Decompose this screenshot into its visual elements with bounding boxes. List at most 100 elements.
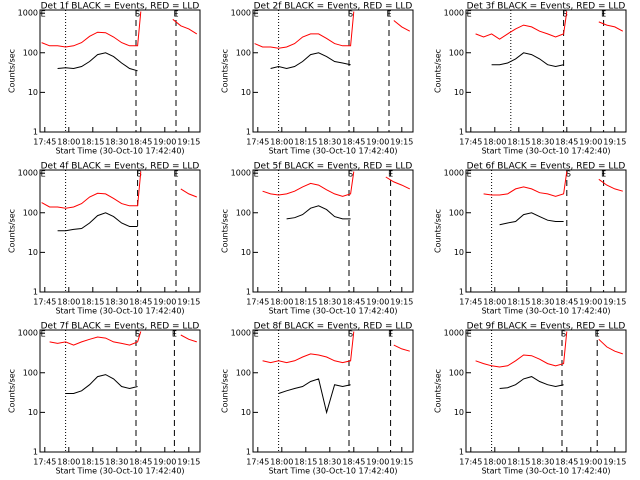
annotation: S: [348, 330, 353, 339]
y-tick-label: 1: [459, 448, 464, 457]
x-tick-label: 17:45: [246, 298, 269, 307]
series-line: [49, 331, 197, 346]
x-tick-label: 17:45: [459, 298, 482, 307]
x-tick-label: 17:45: [246, 458, 269, 467]
annotation: E: [467, 170, 472, 179]
x-tick-label: 18:45: [342, 458, 365, 467]
y-tick-label: 1: [459, 288, 464, 297]
y-tick-label: 1000: [231, 329, 251, 338]
x-tick-label: 18:00: [483, 458, 506, 467]
x-tick-label: 19:00: [366, 138, 389, 147]
x-tick-label: 18:00: [57, 458, 80, 467]
y-tick-label: 1: [33, 288, 38, 297]
annotation: S: [348, 10, 353, 19]
annotation: S: [137, 170, 142, 179]
panel: Det 2f BLACK = Events, RED = LLD Start Ti…: [221, 2, 414, 156]
x-tick-label: 18:00: [270, 298, 293, 307]
x-tick-label: 17:45: [246, 138, 269, 147]
y-axis-label: Counts/sec: [434, 49, 443, 93]
annotation: E: [254, 330, 259, 339]
x-tick-label: 18:45: [129, 458, 152, 467]
x-tick-label: 19:00: [579, 458, 602, 467]
x-axis-label: Start Time (30-Oct-10 17:42:40): [481, 147, 610, 156]
x-tick-label: 18:00: [483, 138, 506, 147]
x-tick-label: 18:45: [555, 138, 578, 147]
x-tick-label: 19:00: [153, 298, 176, 307]
x-tick-label: 19:15: [177, 298, 200, 307]
panel: Det 8f BLACK = Events, RED = LLD Start Ti…: [221, 322, 414, 476]
x-tick-label: 18:45: [342, 298, 365, 307]
plot-frame: [252, 169, 414, 293]
plot-frame: [252, 329, 414, 453]
x-axis-label: Start Time (30-Oct-10 17:42:40): [55, 467, 184, 476]
y-tick-label: 100: [23, 368, 38, 377]
annotation: S: [566, 170, 571, 179]
x-tick-label: 19:15: [390, 298, 413, 307]
x-tick-label: 18:00: [483, 298, 506, 307]
y-tick-label: 1: [246, 448, 251, 457]
series-line: [499, 212, 564, 226]
annotation: E: [172, 330, 177, 339]
annotation: E: [41, 10, 46, 19]
annotation: E: [173, 10, 178, 19]
annotation: E: [41, 330, 46, 339]
x-tick-label: 19:00: [579, 138, 602, 147]
series-line: [41, 171, 197, 209]
x-tick-label: 18:15: [294, 138, 317, 147]
annotation: S: [563, 10, 568, 19]
panel: Det 9f BLACK = Events, RED = LLD Start Ti…: [434, 322, 627, 476]
y-tick-label: 10: [241, 248, 251, 257]
annotation: E: [601, 170, 606, 179]
x-axis-label: Start Time (30-Oct-10 17:42:40): [268, 147, 397, 156]
x-tick-label: 19:15: [603, 298, 626, 307]
series-line: [491, 52, 564, 68]
x-tick-label: 18:00: [57, 298, 80, 307]
x-tick-label: 18:30: [531, 138, 554, 147]
y-axis-label: Counts/sec: [221, 369, 230, 413]
x-tick-label: 19:15: [177, 458, 200, 467]
y-tick-label: 1: [459, 128, 464, 137]
y-axis-label: Counts/sec: [8, 369, 17, 413]
panel: Det 1f BLACK = Events, RED = LLD Start Ti…: [8, 2, 201, 156]
x-tick-label: 18:15: [81, 458, 104, 467]
plot-frame: [39, 9, 201, 133]
x-tick-label: 18:30: [318, 138, 341, 147]
y-tick-label: 10: [28, 88, 38, 97]
chart-title: Det 8f BLACK = Events, RED = LLD: [254, 322, 413, 332]
y-tick-label: 10: [28, 248, 38, 257]
x-tick-label: 18:00: [270, 138, 293, 147]
panel: Det 5f BLACK = Events, RED = LLD Start Ti…: [221, 162, 414, 316]
plot-frame: [252, 9, 414, 133]
y-tick-label: 1000: [444, 9, 464, 18]
x-tick-label: 19:00: [153, 138, 176, 147]
chart-title: Det 3f BLACK = Events, RED = LLD: [467, 2, 626, 12]
plot-frame: [465, 329, 627, 453]
x-axis-label: Start Time (30-Oct-10 17:42:40): [481, 307, 610, 316]
y-axis-label: Counts/sec: [221, 209, 230, 253]
x-tick-label: 19:00: [366, 458, 389, 467]
x-tick-label: 18:15: [81, 298, 104, 307]
annotation: S: [348, 170, 353, 179]
x-tick-label: 18:30: [318, 298, 341, 307]
annotation: E: [595, 330, 600, 339]
x-tick-label: 18:45: [555, 298, 578, 307]
y-tick-label: 100: [449, 48, 464, 57]
panel: Det 7f BLACK = Events, RED = LLD Start Ti…: [8, 322, 201, 476]
x-tick-label: 18:15: [507, 458, 530, 467]
plot-frame: [465, 9, 627, 133]
annotation: E: [254, 10, 259, 19]
panel: Det 4f BLACK = Events, RED = LLD Start Ti…: [8, 162, 201, 316]
series-line: [262, 331, 410, 364]
x-tick-label: 18:30: [531, 458, 554, 467]
x-tick-label: 19:00: [579, 298, 602, 307]
y-tick-label: 100: [23, 48, 38, 57]
y-tick-label: 100: [236, 208, 251, 217]
chart-title: Det 1f BLACK = Events, RED = LLD: [41, 2, 200, 12]
series-line: [57, 212, 138, 232]
y-tick-label: 1000: [231, 169, 251, 178]
annotation: E: [388, 330, 393, 339]
x-tick-label: 18:15: [81, 138, 104, 147]
y-axis-label: Counts/sec: [434, 369, 443, 413]
y-tick-label: 10: [241, 88, 251, 97]
